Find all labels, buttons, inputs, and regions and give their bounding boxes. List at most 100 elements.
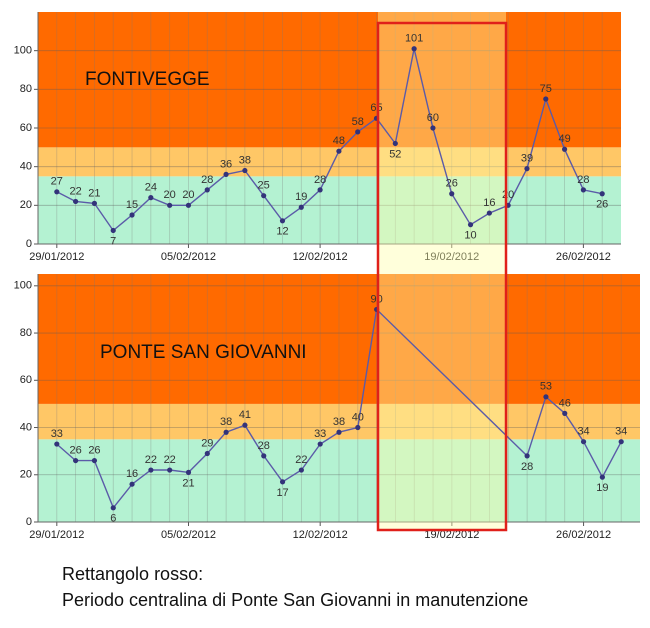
data-point	[223, 171, 229, 177]
y-tick-label: 100	[14, 45, 32, 57]
data-point	[336, 429, 342, 435]
data-label: 28	[201, 174, 213, 186]
x-tick-label: 05/02/2012	[161, 529, 216, 541]
data-point	[355, 129, 361, 135]
data-label: 48	[333, 135, 345, 147]
data-point	[223, 429, 229, 435]
data-point	[110, 505, 116, 511]
data-line	[56, 48, 603, 232]
data-label: 34	[577, 426, 589, 438]
data-point	[486, 210, 492, 216]
data-point	[91, 200, 98, 206]
data-point	[599, 474, 605, 480]
data-label: 19	[596, 482, 608, 494]
x-tick-label: 26/02/2012	[556, 529, 611, 541]
data-point	[204, 450, 210, 457]
data-point	[73, 198, 79, 205]
data-label: 26	[596, 199, 608, 211]
data-point	[411, 46, 417, 52]
data-label: 7	[110, 235, 116, 247]
data-point	[279, 218, 286, 224]
data-point	[54, 189, 60, 195]
data-point	[261, 453, 267, 459]
data-label: 26	[446, 178, 458, 190]
data-label: 33	[51, 428, 63, 440]
data-label: 39	[521, 153, 533, 165]
data-label: 17	[276, 487, 288, 499]
data-label: 46	[559, 397, 571, 409]
data-label: 34	[615, 426, 627, 438]
x-tick-label: 26/02/2012	[556, 251, 611, 263]
data-label: 33	[314, 428, 326, 440]
data-point	[336, 148, 342, 154]
data-label: 29	[201, 437, 213, 449]
data-label: 21	[182, 477, 194, 489]
band	[38, 439, 640, 522]
data-label: 49	[558, 133, 570, 145]
data-label: 26	[88, 444, 100, 456]
data-point	[298, 204, 304, 210]
maintenance-rectangle	[376, 21, 508, 532]
data-label: 28	[258, 440, 270, 452]
data-point	[543, 394, 549, 400]
data-label: 38	[220, 416, 232, 428]
y-tick-label: 20	[20, 469, 32, 481]
highlight	[378, 12, 506, 530]
data-point	[430, 125, 436, 131]
data-point	[317, 441, 323, 447]
y-tick-label: 60	[20, 122, 32, 134]
y-tick-label: 40	[20, 421, 32, 433]
data-label: 38	[333, 416, 345, 428]
x-tick-label: 19/02/2012	[424, 529, 479, 541]
data-point	[580, 187, 586, 193]
data-label: 40	[352, 411, 364, 423]
data-point	[167, 202, 173, 208]
data-label: 52	[389, 148, 401, 160]
data-point	[185, 202, 192, 208]
data-label: 15	[126, 199, 138, 211]
y-tick-label: 60	[20, 374, 32, 386]
y-tick-label: 20	[20, 199, 32, 211]
data-label: 26	[70, 444, 82, 456]
data-point	[298, 467, 304, 473]
band	[38, 12, 621, 148]
data-label: 16	[483, 197, 495, 209]
data-point	[561, 146, 568, 152]
data-label: 22	[295, 454, 307, 466]
data-label: 20	[502, 189, 514, 201]
chart-title: PONTE SAN GIOVANNI	[100, 342, 307, 363]
data-point	[185, 469, 192, 475]
data-point	[242, 167, 248, 174]
data-label: 19	[295, 191, 307, 203]
data-label: 24	[145, 182, 157, 194]
x-tick-label: 05/02/2012	[161, 251, 216, 263]
x-tick-label: 29/01/2012	[29, 529, 84, 541]
data-label: 16	[126, 468, 138, 480]
y-tick-label: 40	[20, 161, 32, 173]
data-point	[580, 439, 587, 445]
data-label: 36	[220, 158, 232, 170]
y-tick-label: 100	[14, 280, 32, 292]
data-point	[317, 187, 323, 193]
data-label: 22	[69, 185, 81, 197]
data-point	[91, 457, 98, 464]
data-label: 58	[352, 116, 364, 128]
x-tick-label: 12/02/2012	[293, 251, 348, 263]
data-point	[543, 96, 549, 102]
data-label: 101	[405, 33, 423, 45]
data-label: 28	[521, 461, 533, 473]
data-point	[562, 410, 568, 416]
data-point	[524, 453, 530, 459]
data-point	[54, 441, 60, 447]
data-label: 65	[370, 102, 382, 114]
data-point	[129, 212, 135, 218]
data-label: 21	[88, 187, 100, 199]
data-label: 38	[239, 154, 251, 166]
x-tick-label: 19/02/2012	[424, 251, 479, 263]
data-point	[355, 424, 361, 431]
y-tick-label: 0	[26, 516, 32, 528]
y-tick-label: 80	[20, 327, 32, 339]
data-label: 60	[427, 112, 439, 124]
caption: Rettangolo rosso:	[62, 564, 203, 584]
